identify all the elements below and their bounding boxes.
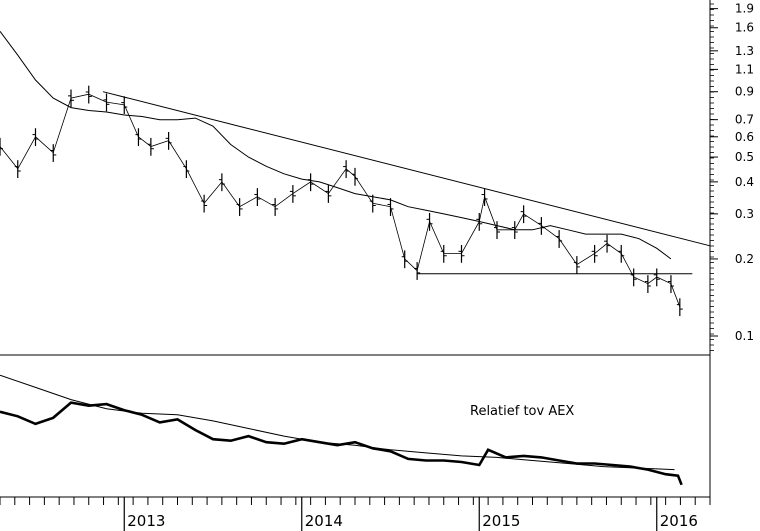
x-year-label: 2015: [482, 512, 520, 530]
y-tick-label: 1.6: [735, 21, 754, 35]
y-tick-label: 0.1: [735, 329, 754, 343]
relative-average-line: [0, 374, 675, 471]
trendline: [102, 91, 711, 247]
y-tick-label: 0.6: [735, 130, 754, 144]
y-tick-label: 0.5: [735, 150, 754, 164]
y-tick-label: 1.1: [735, 62, 754, 76]
axes-frame: [0, 0, 711, 498]
y-tick-label: 0.7: [735, 113, 754, 127]
y-axis-ticks: 1.9 1.6 1.3 1.1 0.9 0.7 0.6 0.5 0.4 0.3 0.2 0.1: [710, 2, 754, 351]
y-tick-label: 0.4: [735, 175, 754, 189]
y-tick-label: 0.2: [735, 252, 754, 266]
y-tick-label: 1.3: [735, 44, 754, 58]
y-tick-label: 0.9: [735, 85, 754, 99]
y-tick-label: 1.9: [735, 2, 754, 16]
x-year-label: 2016: [660, 512, 698, 530]
x-year-label: 2014: [305, 512, 343, 530]
relative-line: [0, 401, 683, 486]
relative-panel: Relatief tov AEX: [0, 374, 683, 486]
moving-average-line: [0, 31, 672, 260]
x-axis: 2013 2014 2015 2016: [0, 497, 711, 531]
y-tick-label: 0.3: [735, 207, 754, 221]
x-year-label: 2013: [127, 512, 165, 530]
relative-annotation: Relatief tov AEX: [470, 404, 574, 419]
price-panel: [0, 31, 711, 317]
price-line: [0, 93, 681, 307]
